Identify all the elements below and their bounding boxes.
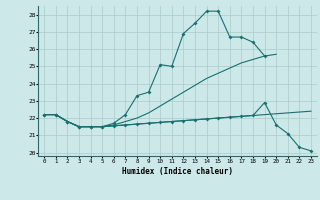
X-axis label: Humidex (Indice chaleur): Humidex (Indice chaleur) (122, 167, 233, 176)
